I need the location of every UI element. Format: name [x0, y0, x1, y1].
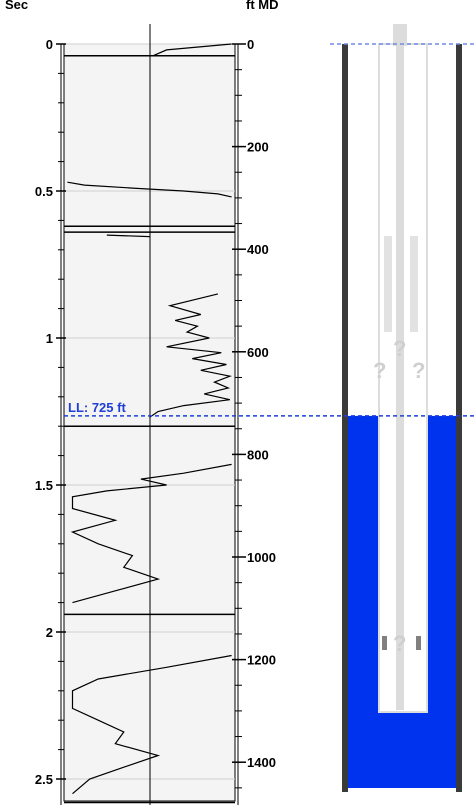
depth-tick-label: 200 — [247, 140, 269, 155]
time-tick-label: 0 — [46, 37, 53, 52]
wellhead-stem — [393, 24, 407, 46]
trace-line — [71, 654, 232, 795]
time-axis: 0 0.5 1 1.5 2 2.5 — [35, 37, 66, 805]
trace-line — [106, 234, 150, 238]
time-tick-label: 1.5 — [35, 478, 53, 493]
trace-line — [70, 463, 232, 604]
depth-tick-label: 600 — [247, 345, 269, 360]
depth-tick-label: 1200 — [247, 653, 276, 668]
echometer-trace-chart: 0 0.5 1 1.5 2 2.5 0 200 400 600 800 1000 1200 1400 — [35, 24, 276, 805]
unknown-marker: ? — [393, 631, 406, 656]
unknown-marker: ? — [393, 336, 406, 361]
time-tick-label: 0.5 — [35, 184, 53, 199]
wellbore-diagram: ? ? ? ? — [330, 24, 476, 792]
rod-guide-right — [410, 236, 418, 332]
rod-guide-left — [384, 236, 392, 332]
acoustic-traces — [67, 43, 233, 795]
time-tick-label: 2 — [46, 625, 53, 640]
time-tick-label: 1 — [46, 331, 53, 346]
trace-line — [152, 43, 232, 57]
liquid-level-label: LL: 725 ft — [68, 400, 126, 415]
time-axis-label: Sec — [5, 0, 28, 12]
depth-tick-label: 0 — [247, 37, 254, 52]
pump-marker-left — [382, 636, 387, 650]
rod-string — [396, 46, 404, 710]
unknown-marker: ? — [412, 358, 425, 383]
trace-line — [149, 293, 233, 418]
depth-tick-label: 800 — [247, 447, 269, 462]
depth-tick-label: 400 — [247, 242, 269, 257]
trace-line — [67, 181, 232, 198]
time-tick-label: 2.5 — [35, 772, 53, 787]
depth-axis: 0 200 400 600 800 1000 1200 1400 — [232, 37, 276, 805]
casing-right-wall — [456, 44, 462, 792]
depth-tick-label: 1000 — [247, 550, 276, 565]
unknown-marker: ? — [373, 358, 386, 383]
depth-tick-label: 1400 — [247, 755, 276, 770]
liquid-level-marker: LL: 725 ft — [64, 400, 476, 417]
casing-left-wall — [342, 44, 348, 792]
pump-marker-right — [416, 636, 421, 650]
depth-axis-label: ft MD — [246, 0, 279, 12]
collar-marks — [64, 55, 235, 804]
